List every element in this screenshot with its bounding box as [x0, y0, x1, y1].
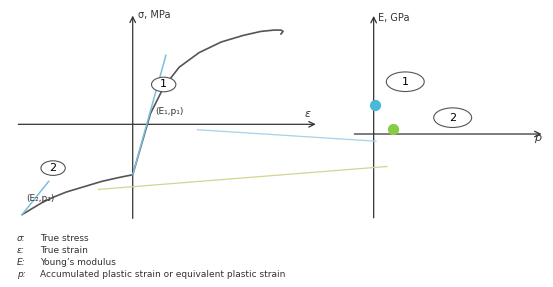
Text: 1: 1 [160, 79, 167, 90]
Text: 1: 1 [402, 77, 409, 87]
Text: Young’s modulus: Young’s modulus [40, 258, 116, 267]
Text: p: p [534, 133, 541, 143]
Text: E, GPa: E, GPa [378, 13, 410, 23]
Circle shape [434, 108, 472, 127]
Text: p:: p: [17, 270, 25, 279]
Point [388, 127, 397, 131]
Text: E:: E: [17, 258, 25, 267]
Circle shape [387, 72, 424, 92]
Text: Accumulated plastic strain or equivalent plastic strain: Accumulated plastic strain or equivalent… [40, 270, 285, 279]
Text: True strain: True strain [40, 246, 88, 255]
Text: σ:: σ: [17, 234, 25, 243]
Circle shape [41, 161, 65, 175]
Text: 2: 2 [50, 163, 56, 173]
Text: 2: 2 [449, 113, 456, 123]
Text: (E₂,p₂): (E₂,p₂) [27, 194, 55, 203]
Text: True stress: True stress [40, 234, 88, 243]
Text: ε:: ε: [17, 246, 24, 255]
Point [371, 102, 380, 107]
Circle shape [152, 77, 176, 92]
Text: (E₁,p₁): (E₁,p₁) [155, 107, 183, 116]
Text: ε: ε [305, 109, 310, 119]
Text: σ, MPa: σ, MPa [138, 10, 171, 20]
